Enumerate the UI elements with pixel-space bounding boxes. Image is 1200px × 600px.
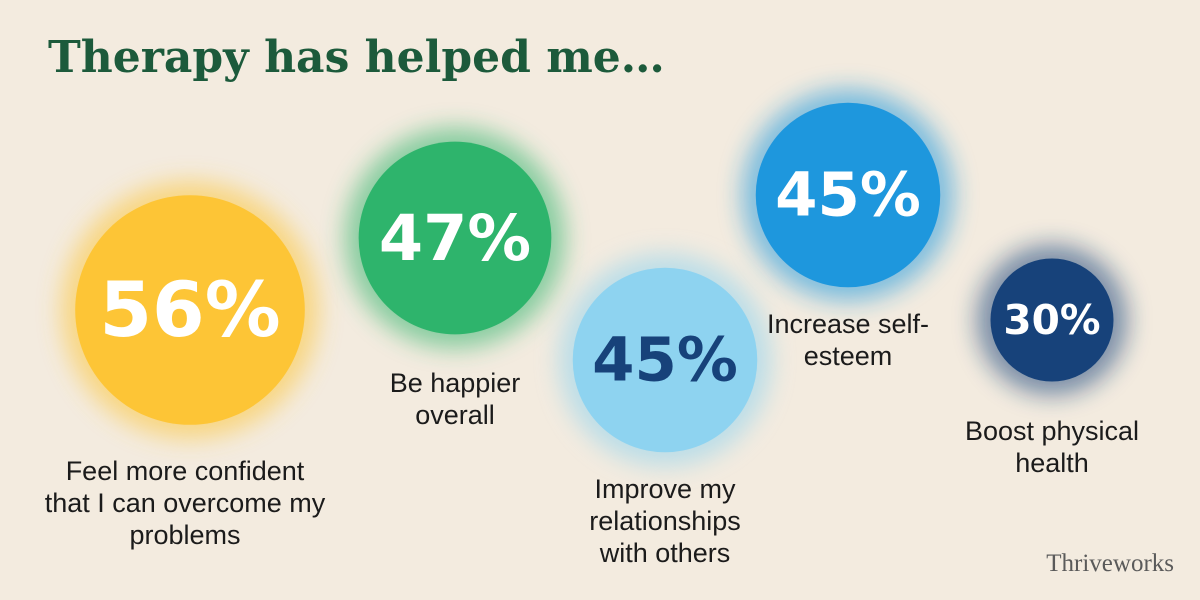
bubble bbox=[990, 258, 1114, 382]
chart-title: Therapy has helped me… bbox=[48, 32, 665, 83]
bubble bbox=[755, 102, 941, 288]
logo: Thriveworks bbox=[1046, 550, 1174, 577]
category-label: Increase self-esteem bbox=[766, 309, 930, 371]
bubble bbox=[572, 267, 758, 453]
category-label: Be happier overall bbox=[389, 368, 521, 430]
value-label: 45% bbox=[775, 160, 921, 231]
bubble bbox=[358, 141, 552, 335]
value-label: 30% bbox=[1003, 296, 1100, 344]
category-label: Feel more confident that I can overcome … bbox=[44, 456, 326, 550]
value-label: 45% bbox=[592, 325, 738, 396]
bubble bbox=[75, 195, 305, 425]
value-label: 47% bbox=[379, 201, 531, 275]
category-label: Boost physical health bbox=[964, 416, 1140, 478]
category-label: Improve my relationships with others bbox=[589, 474, 741, 568]
value-label: 56% bbox=[99, 266, 280, 354]
